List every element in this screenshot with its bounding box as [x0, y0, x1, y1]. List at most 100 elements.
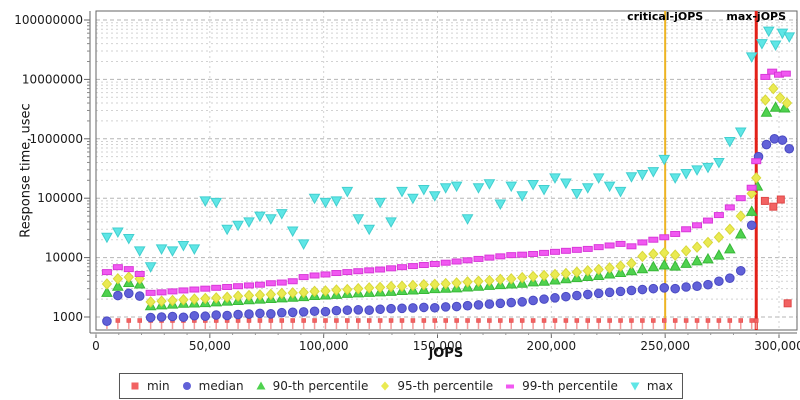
- data-point: [539, 294, 549, 304]
- y-tick-label: 10000000: [22, 72, 83, 86]
- legend-label: 90-th percentile: [272, 379, 369, 393]
- data-point: [702, 236, 714, 249]
- legend-item-95-th-percentile: 95-th percentile: [379, 379, 493, 393]
- data-point: [506, 252, 517, 259]
- data-point: [516, 191, 529, 202]
- data-point: [232, 290, 244, 302]
- data-point: [189, 293, 200, 305]
- min-clipped-marker: [443, 318, 448, 323]
- data-point: [560, 247, 571, 254]
- data-point: [517, 297, 527, 307]
- data-point: [604, 287, 615, 298]
- data-point: [550, 293, 560, 303]
- data-point: [760, 106, 773, 117]
- data-point: [538, 269, 550, 282]
- min-clipped-marker: [498, 318, 503, 323]
- min-clipped-marker: [421, 318, 427, 323]
- data-point: [473, 255, 484, 262]
- data-point: [418, 262, 429, 269]
- 90-th-percentile-legend-marker-icon: [256, 381, 266, 390]
- data-point: [658, 154, 671, 166]
- data-point: [342, 305, 353, 316]
- data-point: [429, 261, 440, 268]
- data-point: [746, 184, 757, 191]
- data-point: [691, 254, 703, 266]
- data-point: [440, 277, 451, 290]
- data-point: [145, 312, 156, 323]
- data-point: [122, 233, 135, 245]
- min-clipped-marker: [115, 318, 121, 323]
- data-point: [539, 249, 550, 256]
- data-point: [505, 181, 518, 193]
- data-point: [211, 284, 222, 291]
- data-point: [112, 227, 124, 239]
- min-clipped-marker: [662, 318, 667, 323]
- data-point: [375, 304, 385, 315]
- min-clipped-marker: [651, 318, 656, 323]
- min-clipped-marker: [126, 318, 132, 323]
- min-clipped-marker: [312, 318, 317, 323]
- data-point: [222, 310, 232, 321]
- data-point: [167, 311, 178, 322]
- data-point: [713, 157, 725, 169]
- data-point: [494, 199, 507, 210]
- data-point: [428, 191, 441, 202]
- data-point: [199, 196, 212, 207]
- y-tick-label: 100000: [37, 191, 83, 205]
- data-point: [386, 303, 396, 314]
- data-point: [615, 260, 626, 272]
- data-point: [461, 214, 474, 225]
- min-clipped-marker: [530, 318, 536, 323]
- data-point: [407, 193, 419, 205]
- data-point: [484, 274, 495, 287]
- min-clipped-marker: [738, 318, 744, 323]
- data-point: [625, 172, 638, 183]
- data-point: [287, 278, 298, 285]
- min-clipped-marker: [268, 318, 274, 323]
- data-point: [614, 186, 627, 198]
- data-point: [724, 223, 735, 236]
- min-clipped-marker: [585, 318, 591, 323]
- data-point: [331, 284, 342, 296]
- data-point: [724, 204, 735, 211]
- data-point: [713, 231, 725, 244]
- data-point: [189, 286, 200, 293]
- data-point: [702, 252, 714, 264]
- data-point: [506, 273, 517, 285]
- data-point: [341, 186, 354, 198]
- data-point: [145, 296, 156, 308]
- data-point: [637, 250, 648, 263]
- min-clipped-marker: [334, 318, 339, 323]
- data-point: [375, 266, 386, 273]
- data-point: [429, 302, 440, 313]
- data-point: [769, 134, 780, 144]
- data-point: [572, 290, 582, 301]
- data-point: [777, 135, 788, 145]
- data-point: [102, 316, 112, 326]
- data-point: [298, 307, 309, 317]
- data-point: [760, 196, 769, 205]
- data-point: [680, 169, 692, 180]
- data-point: [581, 183, 594, 194]
- data-point: [603, 181, 616, 193]
- data-point: [353, 282, 364, 295]
- data-point: [527, 180, 539, 191]
- max-jops-label: max-jOPS: [726, 10, 787, 23]
- data-point: [112, 273, 124, 285]
- data-point: [615, 240, 626, 247]
- data-point: [735, 210, 746, 222]
- legend-label: max: [646, 379, 674, 393]
- data-point: [746, 187, 757, 200]
- data-point: [784, 143, 795, 154]
- data-point: [363, 224, 376, 236]
- data-point: [451, 258, 462, 265]
- data-point: [626, 243, 637, 250]
- data-point: [145, 289, 156, 296]
- data-point: [560, 178, 572, 190]
- data-point: [593, 263, 604, 276]
- min-clipped-marker: [574, 318, 580, 323]
- axes: [89, 10, 798, 334]
- x-tick-label: 100,000: [299, 339, 349, 353]
- data-point: [189, 310, 200, 321]
- data-point: [776, 195, 785, 204]
